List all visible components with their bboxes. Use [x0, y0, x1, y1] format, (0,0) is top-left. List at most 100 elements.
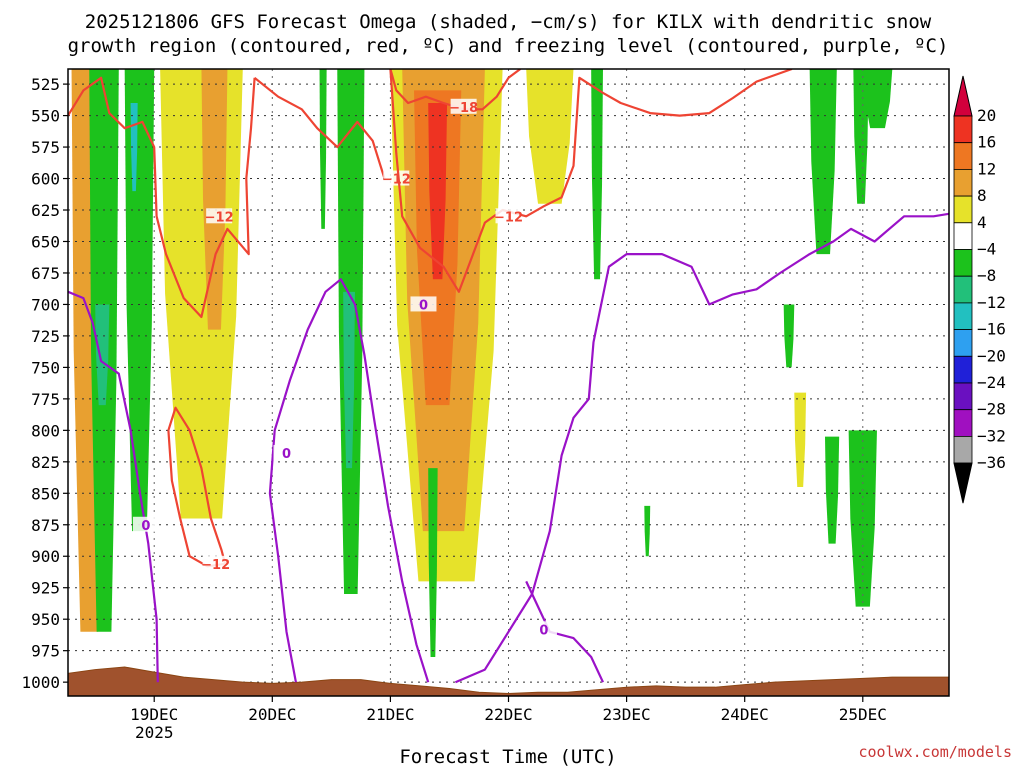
dgz-contour-label: −12	[494, 210, 523, 225]
y-tick-label: 750	[31, 358, 60, 377]
credit-text: coolwx.com/models	[858, 743, 1012, 761]
y-tick-label: 975	[31, 642, 60, 661]
x-tick-label: 22DEC	[484, 705, 532, 724]
omega-region	[201, 69, 228, 330]
x-tick-label: 25DEC	[839, 705, 887, 724]
freezing-contour-label-bg	[132, 516, 159, 532]
contour-layer: −12 −12 −12 −18 −12 0 0 0 0	[68, 69, 949, 684]
y-axis: 525 550 575 600 625 650 675 700 725 750 775 800 825 8…	[21, 75, 68, 692]
colorbar-label: −16	[977, 320, 1006, 339]
y-tick-label: 950	[31, 610, 60, 629]
omega-region	[591, 69, 603, 280]
x-tick-label: 24DEC	[721, 705, 769, 724]
colorbar: 20 16 12 8 4 −4 −8 −12 −16 −20 −24 −28 −32 −36	[953, 75, 1006, 504]
omega-region	[124, 69, 155, 532]
freezing-contour-label-bg	[410, 296, 437, 312]
y-tick-label: 700	[31, 295, 60, 314]
freezing-contour-label-bg	[273, 445, 300, 461]
y-tick-label: 925	[31, 579, 60, 598]
colorbar-bottom-arrow	[953, 462, 973, 504]
dgz-contour-label-bg	[202, 555, 229, 571]
omega-region	[809, 69, 837, 255]
colorbar-segment	[953, 142, 973, 170]
y-tick-label: 550	[31, 107, 60, 126]
chart-title-line1: 2025121806 GFS Forecast Omega (shaded, −…	[85, 11, 932, 33]
dgz-contour-label: −18	[449, 101, 478, 116]
x-tick-label: 23DEC	[603, 705, 651, 724]
dgz-contour	[253, 76, 386, 179]
freezing-contour-label: 0	[141, 519, 150, 534]
y-tick-label: 625	[31, 201, 60, 220]
omega-region	[862, 69, 893, 129]
colorbar-segment	[953, 302, 973, 330]
freezing-contour-label: 0	[282, 447, 291, 462]
colorbar-label: 16	[977, 133, 996, 152]
freezing-contour	[454, 212, 949, 684]
y-tick-label: 825	[31, 453, 60, 472]
colorbar-top-arrow	[953, 75, 973, 117]
terrain-layer	[68, 666, 949, 696]
x-tick-label: 21DEC	[366, 705, 414, 724]
colorbar-segment	[953, 382, 973, 411]
colorbar-label: −20	[977, 346, 1006, 365]
freezing-contour	[525, 580, 604, 683]
colorbar-label: 12	[977, 159, 996, 178]
colorbar-segment	[953, 355, 973, 384]
y-tick-label: 900	[31, 547, 60, 566]
colorbar-label: −32	[977, 426, 1006, 445]
y-tick-label: 600	[31, 170, 60, 189]
colorbar-label: −4	[977, 240, 996, 259]
dgz-contour-label-bg	[383, 170, 410, 186]
colorbar-label: 8	[977, 186, 987, 205]
colorbar-segment	[953, 195, 973, 224]
y-tick-label: 775	[31, 390, 60, 409]
terrain-fill	[68, 666, 949, 696]
omega-region	[794, 392, 807, 487]
dgz-contour-label: −12	[205, 210, 234, 225]
x-tick-label: 20DEC	[248, 705, 296, 724]
omega-shading-layer	[71, 69, 893, 657]
colorbar-label: 20	[977, 106, 996, 125]
dgz-contour-label: −12	[201, 558, 230, 573]
colorbar-segment	[953, 275, 973, 304]
dgz-contour-label-bg	[495, 208, 522, 224]
colorbar-label: −36	[977, 453, 1006, 472]
colorbar-label: −12	[977, 293, 1006, 312]
omega-region	[95, 304, 110, 406]
freezing-contour-label-bg	[530, 621, 557, 637]
dgz-contour-label: −12	[382, 173, 411, 188]
dgz-contour	[389, 69, 793, 293]
colorbar-label: −28	[977, 400, 1006, 419]
colorbar-segment	[953, 115, 973, 144]
colorbar-segment	[953, 435, 973, 464]
x-tick-label: 19DEC	[130, 705, 178, 724]
x-axis-label: Forecast Time (UTC)	[399, 746, 616, 768]
omega-region	[824, 436, 840, 544]
colorbar-segment	[953, 409, 973, 437]
omega-region	[783, 304, 795, 368]
y-tick-label: 850	[31, 484, 60, 503]
omega-region	[319, 69, 327, 229]
x-tick-sublabel: 2025	[135, 723, 174, 742]
colorbar-segment	[953, 168, 973, 197]
y-tick-label: 650	[31, 232, 60, 251]
chart-title-line2: growth region (contoured, red, ºC) and f…	[68, 35, 949, 57]
colorbar-label: −8	[977, 266, 996, 285]
y-tick-label: 725	[31, 327, 60, 346]
omega-region	[428, 468, 438, 657]
dgz-contour-label-bg	[450, 98, 477, 114]
y-tick-label: 675	[31, 264, 60, 283]
omega-region	[644, 505, 651, 557]
colorbar-segment	[953, 222, 973, 250]
colorbar-label: −24	[977, 373, 1006, 392]
y-tick-label: 800	[31, 421, 60, 440]
y-tick-label: 525	[31, 75, 60, 94]
omega-region	[526, 69, 574, 204]
y-tick-label: 575	[31, 138, 60, 157]
plot-area: −12 −12 −12 −18 −12 0 0 0 0	[68, 69, 949, 696]
omega-region	[343, 291, 355, 469]
dgz-contour	[68, 76, 256, 319]
omega-region	[853, 69, 869, 204]
